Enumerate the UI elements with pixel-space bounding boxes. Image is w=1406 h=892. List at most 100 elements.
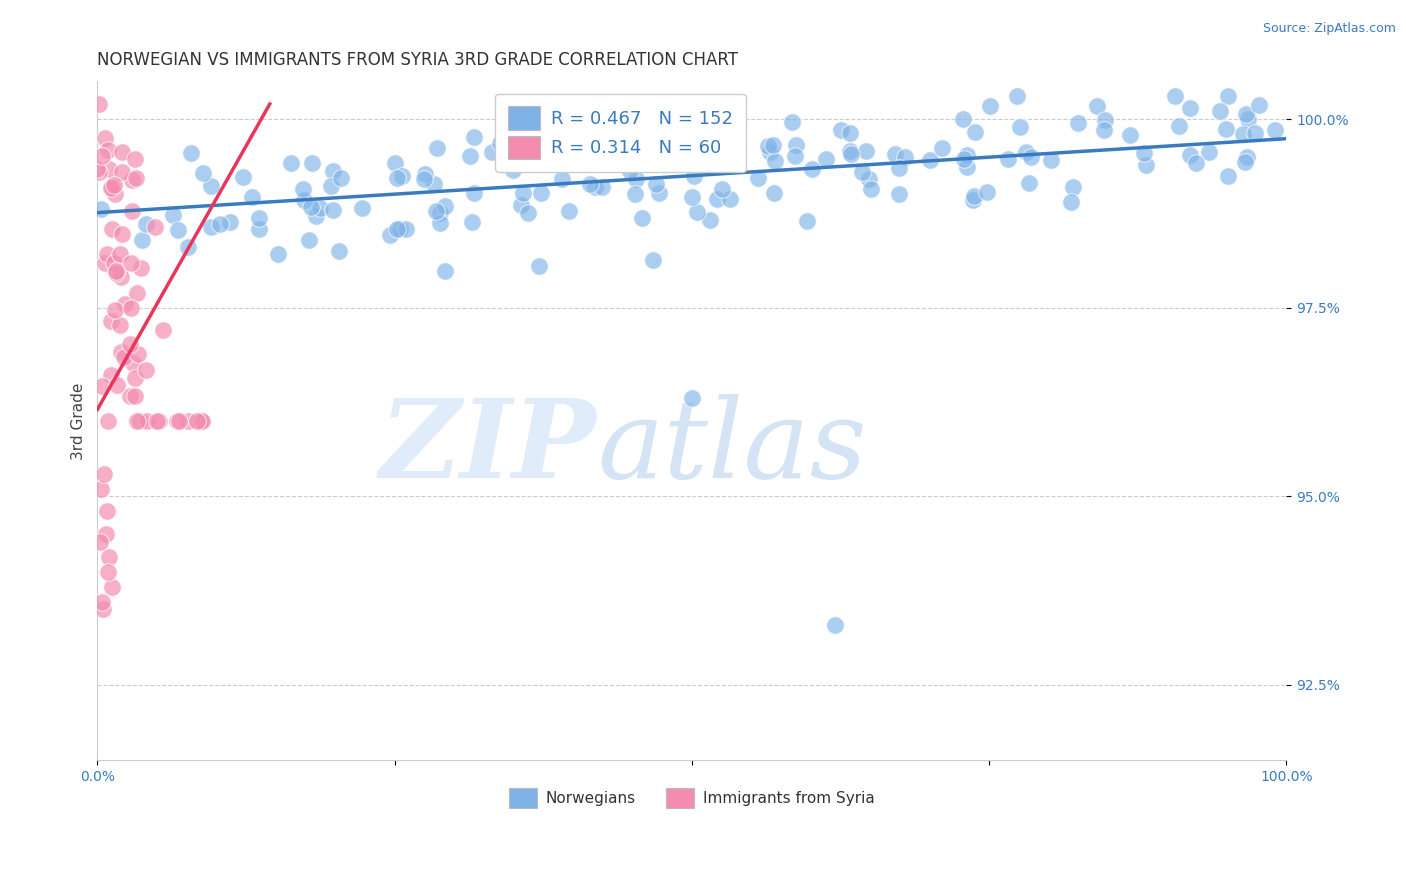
Point	[125, 285, 148, 300]
Point	[720, 192, 742, 206]
Point	[434, 264, 457, 278]
Point	[91, 379, 114, 393]
Point	[747, 171, 769, 186]
Point	[350, 201, 373, 215]
Point	[247, 222, 270, 236]
Point	[266, 246, 288, 260]
Point	[101, 179, 124, 194]
Point	[191, 166, 214, 180]
Point	[395, 222, 418, 236]
Point	[830, 123, 852, 137]
Point	[391, 169, 413, 183]
Point	[1216, 169, 1239, 183]
Point	[128, 414, 150, 428]
Point	[502, 163, 524, 178]
Point	[103, 256, 125, 270]
Point	[247, 211, 270, 226]
Point	[463, 186, 485, 200]
Point	[1010, 120, 1032, 135]
Text: Source: ZipAtlas.com: Source: ZipAtlas.com	[1263, 22, 1396, 36]
Point	[956, 148, 979, 162]
Point	[385, 170, 408, 185]
Point	[110, 318, 132, 332]
Point	[681, 190, 703, 204]
Point	[125, 171, 148, 186]
Point	[1244, 126, 1267, 140]
Point	[858, 172, 880, 186]
Point	[94, 131, 117, 145]
Point	[127, 347, 149, 361]
Point	[796, 214, 818, 228]
Point	[309, 202, 332, 216]
Point	[758, 145, 780, 160]
Point	[851, 165, 873, 179]
Point	[122, 356, 145, 370]
Point	[87, 165, 110, 179]
Point	[232, 169, 254, 184]
Point	[1018, 176, 1040, 190]
Point	[298, 233, 321, 247]
Point	[623, 187, 645, 202]
Point	[111, 165, 134, 179]
Point	[110, 247, 132, 261]
Point	[91, 595, 114, 609]
Point	[530, 186, 553, 201]
Point	[458, 149, 481, 163]
Point	[423, 177, 446, 191]
Point	[641, 252, 664, 267]
Point	[190, 414, 212, 428]
Point	[90, 202, 112, 217]
Point	[135, 363, 157, 377]
Point	[952, 112, 974, 126]
Text: ZIP: ZIP	[380, 394, 596, 502]
Point	[463, 130, 485, 145]
Point	[1168, 120, 1191, 134]
Point	[488, 136, 510, 150]
Point	[121, 204, 143, 219]
Point	[1119, 128, 1142, 142]
Point	[585, 179, 607, 194]
Point	[131, 234, 153, 248]
Point	[292, 181, 315, 195]
Point	[887, 187, 910, 202]
Point	[1209, 104, 1232, 119]
Text: atlas: atlas	[596, 394, 866, 502]
Point	[685, 205, 707, 219]
Point	[104, 263, 127, 277]
Point	[1237, 112, 1260, 127]
Point	[965, 125, 987, 139]
Point	[104, 303, 127, 318]
Point	[859, 182, 882, 196]
Point	[643, 151, 665, 165]
Point	[713, 123, 735, 137]
Point	[89, 534, 111, 549]
Point	[100, 580, 122, 594]
Point	[1015, 145, 1038, 160]
Point	[425, 203, 447, 218]
Point	[699, 212, 721, 227]
Point	[120, 337, 142, 351]
Point	[378, 228, 401, 243]
Point	[1019, 150, 1042, 164]
Point	[91, 602, 114, 616]
Point	[94, 527, 117, 541]
Point	[135, 414, 157, 428]
Point	[97, 414, 120, 428]
Point	[191, 414, 214, 428]
Point	[762, 137, 785, 152]
Point	[516, 206, 538, 220]
Point	[209, 217, 232, 231]
Point	[111, 145, 134, 159]
Point	[177, 414, 200, 428]
Point	[510, 198, 533, 212]
Point	[125, 414, 148, 428]
Point	[647, 186, 669, 201]
Point	[1085, 99, 1108, 113]
Point	[186, 414, 208, 428]
Point	[93, 467, 115, 481]
Point	[100, 222, 122, 236]
Point	[1135, 158, 1157, 172]
Point	[96, 247, 118, 261]
Point	[887, 161, 910, 176]
Point	[121, 173, 143, 187]
